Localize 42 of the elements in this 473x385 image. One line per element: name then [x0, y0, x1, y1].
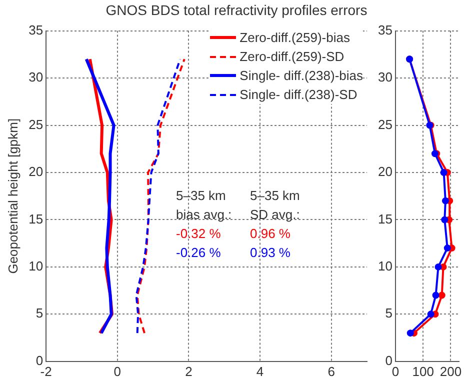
y-tick-label: 20: [28, 164, 44, 180]
y-tick-label: 5: [385, 306, 392, 321]
y-axis-title: Geopotential height [gpkm]: [5, 118, 20, 274]
annotation: 5–35 km bias avg.:: [176, 187, 233, 224]
point: [438, 292, 446, 299]
legend-label: Zero-diff.(259)-bias: [240, 29, 350, 47]
legend-label: Single- diff.(238)-bias: [240, 67, 363, 85]
y-tick-label: 5: [36, 306, 44, 321]
x-tick-label: 6: [328, 364, 335, 379]
y-tick-label: 15: [378, 211, 392, 226]
x-tick-label: 2: [185, 364, 192, 379]
point: [432, 292, 440, 299]
annotation: 0.93 %: [250, 244, 292, 262]
point: [442, 197, 449, 204]
legend-label: Single- diff.(238)-SD: [240, 86, 358, 104]
y-tick-label: 0: [385, 352, 392, 368]
annotation: 5–35 km SD avg.:: [250, 187, 301, 224]
y-tick-label: 30: [28, 70, 44, 85]
y-tick-label: 10: [28, 258, 44, 274]
point: [427, 310, 434, 318]
point: [434, 263, 442, 270]
x-tick-label: 200: [440, 364, 462, 379]
x-tick-label: 100: [412, 364, 434, 379]
point: [406, 330, 414, 337]
x-tick-label: 4: [256, 364, 264, 379]
point: [441, 216, 448, 224]
point: [440, 168, 448, 176]
legend-label: Zero-diff.(259)-SD: [240, 48, 344, 66]
y-tick-label: 35: [28, 22, 44, 38]
y-tick-label: 30: [378, 70, 392, 85]
annotation: -0.26 %: [176, 244, 222, 262]
y-tick-label: 20: [378, 164, 392, 180]
y-tick-label: 15: [28, 211, 44, 226]
y-tick-label: 25: [378, 116, 392, 132]
x-tick-label: 0: [114, 364, 121, 379]
y-tick-label: 10: [378, 258, 392, 274]
y-tick-label: 35: [378, 22, 392, 38]
y-tick-label: 25: [28, 116, 44, 132]
chart-title: GNOS BDS total refractivity profiles errors: [104, 2, 368, 18]
point: [444, 244, 451, 252]
annotation: 0.96 %: [250, 225, 292, 243]
annotation: -0.32 %: [176, 225, 222, 243]
